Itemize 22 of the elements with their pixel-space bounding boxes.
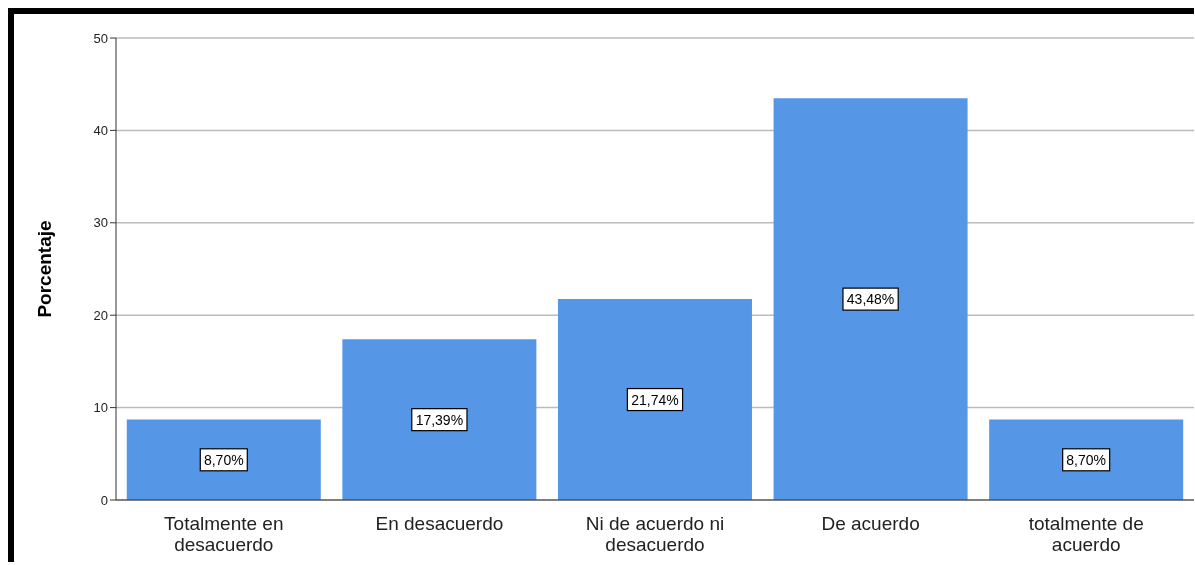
x-tick-label: Ni de acuerdo ni desacuerdo — [585, 513, 725, 555]
x-tick-label: De acuerdo — [821, 513, 920, 534]
y-tick-label: 30 — [93, 215, 108, 231]
y-tick-label: 40 — [93, 123, 108, 139]
bar — [342, 339, 537, 500]
data-label: 8,70% — [1066, 451, 1107, 468]
y-axis-title: Porcentaje — [33, 220, 55, 318]
y-tick-label: 50 — [93, 30, 108, 46]
y-tick-label: 20 — [93, 307, 108, 323]
bar — [557, 299, 752, 500]
x-tick-label: En desacuerdo — [375, 513, 504, 534]
data-label: 17,39% — [415, 411, 464, 428]
x-tick-label: totalmente de acuerdo — [1028, 513, 1144, 555]
bar — [773, 98, 968, 500]
bar — [126, 419, 321, 500]
bar — [989, 419, 1184, 500]
data-label: 43,48% — [846, 291, 895, 308]
data-label: 8,70% — [203, 451, 244, 468]
y-tick-label: 10 — [93, 400, 108, 416]
x-tick-label: Totalmente en desacuerdo — [164, 513, 284, 555]
data-label: 21,74% — [631, 391, 679, 408]
y-tick-label: 0 — [100, 492, 108, 508]
